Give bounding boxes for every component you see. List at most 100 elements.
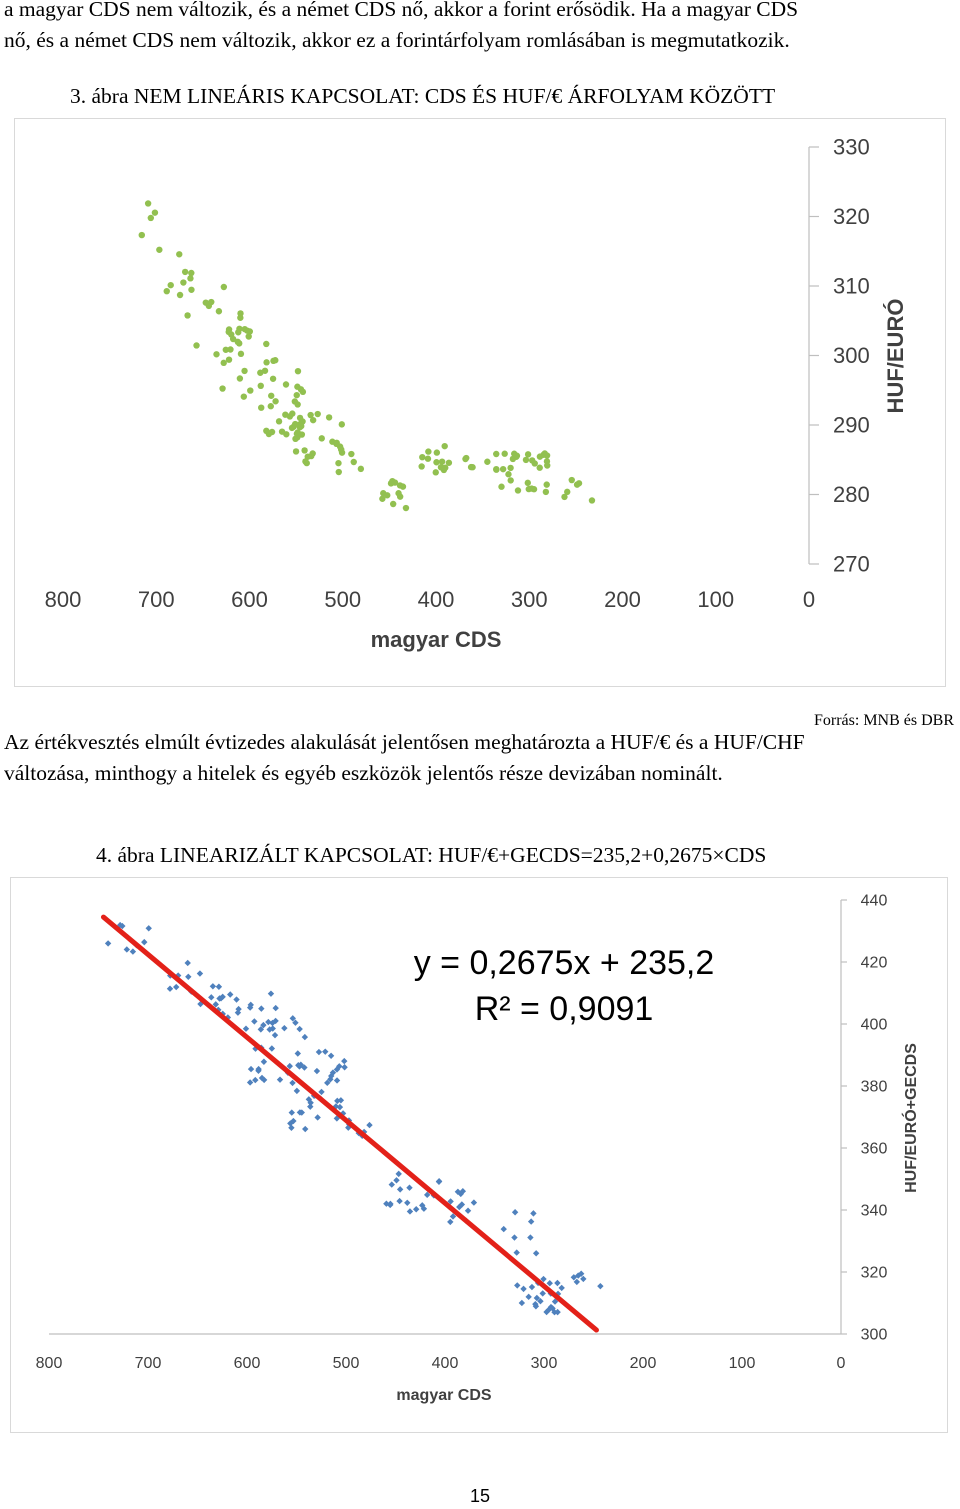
intro-paragraph: a magyar CDS nem változik, és a német CD… <box>4 0 956 56</box>
data-point <box>573 481 581 488</box>
data-point <box>507 464 514 472</box>
data-point <box>263 340 270 348</box>
data-point <box>558 1284 565 1292</box>
x-tick-label: 0 <box>803 587 815 612</box>
data-point <box>470 1199 478 1206</box>
data-point <box>318 1088 325 1096</box>
y-tick-label: 340 <box>861 1203 888 1220</box>
data-point <box>290 1117 297 1125</box>
figure3-chart: 270 280 290 300 310 320 330 800 700 600 500 400 300 2… <box>45 135 908 652</box>
data-point <box>338 449 346 456</box>
y-tick-label: 290 <box>833 413 870 438</box>
data-point <box>348 450 355 458</box>
data-point <box>289 1079 296 1087</box>
data-point <box>528 457 536 464</box>
data-point <box>257 369 264 376</box>
data-point <box>543 481 550 488</box>
data-point <box>333 1077 341 1084</box>
data-point <box>269 375 277 382</box>
data-point <box>156 246 163 253</box>
data-point <box>536 464 543 471</box>
data-point <box>292 448 300 455</box>
data-point <box>275 418 283 425</box>
data-point <box>272 398 279 405</box>
data-point <box>294 1050 301 1057</box>
data-point <box>542 488 550 496</box>
data-point <box>463 454 470 462</box>
data-point <box>379 495 386 502</box>
data-point <box>151 209 159 216</box>
middle-paragraph: Az értékvesztés elmúlt évtizedes alakulá… <box>4 727 956 789</box>
data-point <box>188 269 195 277</box>
data-point <box>528 1283 536 1291</box>
data-point <box>281 1024 288 1032</box>
data-point <box>464 1207 472 1214</box>
data-point <box>104 940 112 947</box>
data-point <box>294 401 301 408</box>
y-tick-label: 320 <box>833 204 870 229</box>
data-point <box>252 1076 259 1084</box>
data-point <box>301 1033 309 1041</box>
data-point <box>234 1009 242 1016</box>
data-point <box>209 983 217 990</box>
data-point <box>338 421 346 428</box>
data-point <box>225 356 233 363</box>
data-point <box>235 329 242 336</box>
x-tick-label: 300 <box>511 587 548 612</box>
data-point <box>237 350 245 358</box>
y-tick-label: 310 <box>833 274 870 299</box>
data-point <box>425 448 432 455</box>
data-point <box>166 985 174 992</box>
data-point <box>522 456 530 464</box>
data-point <box>268 392 275 399</box>
data-point <box>540 451 547 458</box>
x-tick-label: 800 <box>36 1355 63 1372</box>
data-point <box>366 1121 373 1129</box>
data-point <box>402 504 410 512</box>
data-point <box>293 391 300 399</box>
data-point <box>240 393 248 400</box>
x-tick-label: 100 <box>729 1355 756 1372</box>
data-point <box>144 200 152 207</box>
data-point <box>307 1103 314 1110</box>
data-point <box>432 469 439 476</box>
data-point <box>514 487 522 494</box>
data-point <box>255 1067 262 1074</box>
x-tick-label: 600 <box>231 587 268 612</box>
data-point <box>528 485 535 492</box>
data-point <box>234 338 241 346</box>
data-point <box>176 251 183 258</box>
data-point <box>293 1087 301 1095</box>
data-point <box>247 1065 255 1073</box>
data-point <box>288 1124 295 1131</box>
data-point <box>225 328 232 336</box>
data-point <box>197 1000 204 1008</box>
data-point <box>295 1061 302 1069</box>
data-point <box>181 268 189 276</box>
data-point <box>268 428 276 436</box>
data-point <box>314 410 321 418</box>
data-point <box>213 351 220 358</box>
data-point <box>396 493 404 500</box>
data-point <box>297 420 304 428</box>
figure4-chart: 300 320 340 360 380 400 420 440 800 700 600 500 400 3… <box>36 893 920 1404</box>
y-tick-label: 330 <box>833 135 870 160</box>
data-point <box>258 1005 265 1012</box>
data-point <box>588 497 596 504</box>
data-point <box>333 1115 341 1122</box>
x-tick-label: 700 <box>138 587 175 612</box>
data-point <box>257 382 264 389</box>
data-point <box>229 335 237 343</box>
data-point <box>294 367 302 375</box>
data-point <box>167 281 174 289</box>
data-point <box>389 477 396 485</box>
data-point <box>278 428 286 435</box>
data-point <box>322 1048 329 1055</box>
data-point <box>272 1004 279 1012</box>
data-point <box>341 1057 348 1065</box>
data-point <box>533 1294 541 1302</box>
x-tick-label: 300 <box>531 1355 558 1372</box>
data-point <box>527 1218 535 1225</box>
data-point <box>406 1184 413 1191</box>
data-point <box>413 1206 420 1213</box>
